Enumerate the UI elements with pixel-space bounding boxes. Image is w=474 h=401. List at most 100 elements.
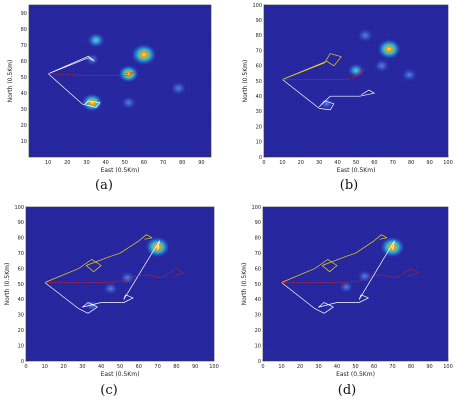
- panel-a-xtick-2: 30: [83, 160, 89, 166]
- panel-c-ytick-8: 80: [18, 236, 24, 242]
- panel-d-xtick-3: 30: [315, 364, 321, 370]
- panel-b-ylabel: North (0.5Km): [242, 60, 249, 103]
- panel-c-hotspot-0: [145, 236, 171, 258]
- panel-a-ytick-3: 40: [21, 91, 27, 97]
- panel-c-track-1: [44, 240, 160, 314]
- panel-d-ytick-3: 30: [255, 313, 261, 319]
- panel-c-xtick-3: 30: [79, 364, 85, 370]
- panel-c-xlabel: East (0.5Km): [101, 371, 140, 378]
- panel-c-heatmap-layer: [26, 207, 214, 361]
- panel-a-hotspot-2: [118, 64, 140, 83]
- panel-d-ytick-8: 80: [255, 236, 261, 242]
- panel-b-xlabel: East (0.5Km): [337, 167, 376, 174]
- panel-a-grid-texture: [29, 5, 211, 157]
- panel-a-field: [29, 5, 211, 157]
- panel-d-xtick-7: 70: [389, 364, 395, 370]
- panel-c-xtick-1: 10: [42, 364, 48, 370]
- panel-d-xtick-1: 10: [278, 364, 284, 370]
- panel-d-ytick-10: 100: [251, 205, 261, 211]
- panel-d-ytick-1: 10: [255, 343, 261, 349]
- panel-c-ytick-1: 10: [18, 343, 24, 349]
- panel-d-hotspot-2: [339, 281, 354, 294]
- panel-d-track-1: [281, 240, 395, 314]
- panel-c-xtick-9: 90: [192, 364, 198, 370]
- panel-a-hotspot-3: [81, 93, 104, 112]
- panel-d-heatmap-layer: [263, 207, 448, 361]
- panel-d-xtick-2: 20: [297, 364, 303, 370]
- panel-b-xtick-2: 20: [298, 160, 304, 166]
- panel-c-ytick-4: 40: [18, 297, 24, 303]
- panel-c-xtick-8: 80: [173, 364, 179, 370]
- panel-c-hotspot-3: [85, 299, 99, 312]
- panel-d-hotspot-0: [379, 236, 406, 258]
- panel-c-field: [26, 207, 214, 361]
- panel-d-track-layer: [281, 234, 419, 314]
- panel-b-track-0: [282, 53, 342, 80]
- panel-d-axes: 0 10 20 30 40 50 60 70 80 90 100 0 10 20 30 40 50 60 70 80 9…: [251, 205, 452, 370]
- panel-b-hotspot-5: [319, 97, 334, 110]
- panel-c-xtick-6: 60: [136, 364, 142, 370]
- panel-a-xtick-8: 90: [198, 160, 204, 166]
- panel-b-hotspot-2: [373, 59, 390, 73]
- panel-c-track-layer: [44, 234, 185, 314]
- panel-d-xtick-9: 90: [426, 364, 432, 370]
- panel-c-xtick-5: 50: [117, 364, 123, 370]
- panel-a-ytick-7: 80: [21, 27, 27, 33]
- panel-d-caption: (d): [338, 383, 356, 398]
- panel-a-ytick-1: 20: [21, 123, 27, 129]
- panel-a-ylabel: North (0.5Km): [7, 60, 14, 103]
- panel-d-ytick-4: 40: [255, 297, 261, 303]
- panel-c-xtick-10: 100: [209, 364, 219, 370]
- panel-c-xtick-4: 40: [98, 364, 104, 370]
- panel-b-axes: 0 10 20 30 40 50 60 70 80 90 100 0 10 20 30 40 50 60 70 80 9…: [252, 3, 452, 166]
- panel-b-xtick-6: 60: [371, 160, 377, 166]
- panel-b: 0 10 20 30 40 50 60 70 80 90 100 0 10 20 30 40 50 60 70 80 9…: [242, 3, 453, 193]
- panel-c-ylabel: North (0.5Km): [4, 263, 11, 306]
- panel-b-heatmap-layer: [264, 5, 448, 157]
- panel-b-ytick-4: 40: [256, 94, 262, 100]
- panel-c-xtick-7: 70: [154, 364, 160, 370]
- panel-c-ytick-2: 20: [18, 328, 24, 334]
- panel-a-track-1: [48, 71, 135, 76]
- panel-b-ytick-1: 10: [256, 140, 262, 146]
- panel-a-ytick-4: 50: [21, 75, 27, 81]
- panel-d-ytick-6: 60: [255, 266, 261, 272]
- panel-b-track-1: [282, 79, 375, 111]
- panel-a: 10 20 30 40 50 60 70 80 90 10 20 30 40 50 60 70 80 90 Eas…: [7, 4, 212, 193]
- panel-c-grid-texture: [26, 207, 214, 361]
- panel-b-ytick-7: 70: [256, 48, 262, 54]
- panel-b-ytick-3: 30: [256, 109, 262, 115]
- panel-b-ytick-6: 60: [256, 64, 262, 70]
- panel-b-xtick-5: 50: [353, 160, 359, 166]
- panel-b-ytick-0: 0: [259, 155, 262, 161]
- panel-c-caption: (c): [100, 383, 117, 398]
- panel-b-hotspot-3: [347, 63, 365, 78]
- panel-c-ytick-5: 50: [18, 282, 24, 288]
- panel-c-track-2: [44, 268, 185, 283]
- panel-a-hotspot-4: [170, 81, 187, 96]
- panel-d-xtick-6: 60: [371, 364, 377, 370]
- panel-a-heatmap-layer: [29, 5, 211, 157]
- panel-a-xtick-3: 40: [102, 160, 108, 166]
- panel-d-xtick-8: 80: [408, 364, 414, 370]
- panel-c-ytick-10: 100: [14, 205, 24, 211]
- panel-d-track-2: [281, 268, 419, 283]
- panel-d-ytick-2: 20: [255, 328, 261, 334]
- panel-c-axes: 0 10 20 30 40 50 60 70 80 90 100 0 10 20 30 40 50 60 70 80 9…: [14, 205, 218, 370]
- panel-a-axes: 10 20 30 40 50 60 70 80 90 10 20 30 40 50 60 70 80 90: [21, 4, 212, 166]
- panel-c-ytick-6: 60: [18, 266, 24, 272]
- panel-b-ytick-5: 50: [256, 79, 262, 85]
- panel-b-hotspot-0: [357, 28, 374, 43]
- panel-c-ytick-3: 30: [18, 313, 24, 319]
- panel-a-xtick-4: 50: [122, 160, 128, 166]
- panel-b-ytick-2: 20: [256, 124, 262, 130]
- panel-d-xtick-0: 0: [261, 364, 264, 370]
- panel-b-grid-texture: [264, 5, 448, 157]
- panel-a-xtick-5: 60: [141, 160, 147, 166]
- panel-a-xtick-1: 20: [64, 160, 70, 166]
- panel-c-ytick-0: 0: [21, 359, 24, 365]
- panel-a-ytick-2: 30: [21, 107, 27, 113]
- panel-c-hotspot-2: [103, 282, 118, 295]
- panel-a-track-layer: [47, 55, 135, 108]
